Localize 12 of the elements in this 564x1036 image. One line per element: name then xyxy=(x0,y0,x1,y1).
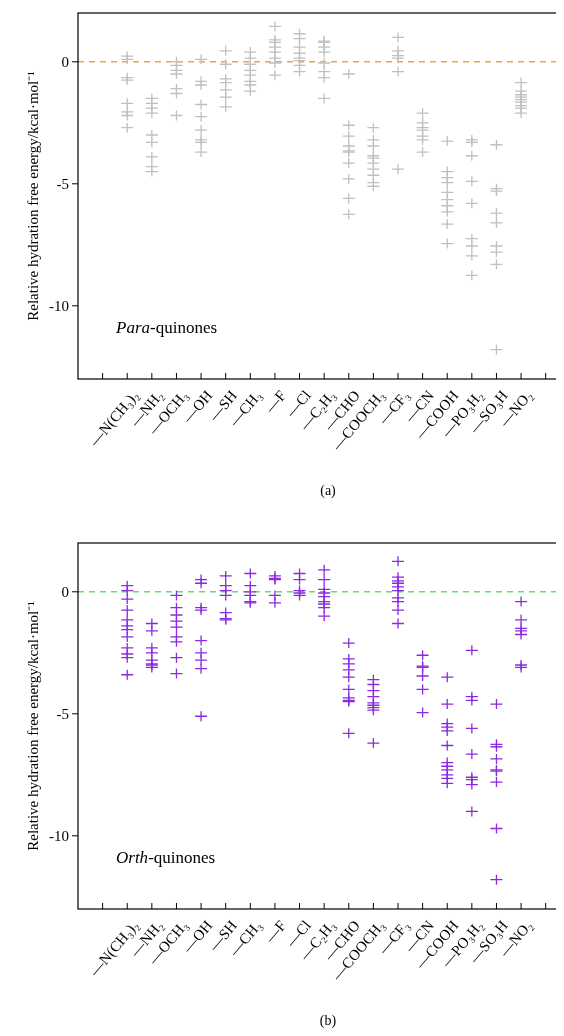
y-axis-title: Relative hydration free energy/kcal·mol⁻¹ xyxy=(25,601,41,851)
annotation: Orth-quinones xyxy=(116,847,216,867)
y-tick-label: 0 xyxy=(61,54,69,71)
y-tick-label: -10 xyxy=(49,828,69,845)
y-tick-label: -5 xyxy=(56,706,69,723)
text: (a) xyxy=(320,483,337,499)
y-axis-title: Relative hydration free energy/kcal·mol⁻¹ xyxy=(25,71,41,321)
y-tick-label: -10 xyxy=(49,298,69,315)
annotation: Para-quinones xyxy=(115,317,218,337)
text: (b) xyxy=(319,1013,337,1029)
y-tick-label: 0 xyxy=(61,584,69,601)
y-tick-label: -5 xyxy=(56,176,69,193)
